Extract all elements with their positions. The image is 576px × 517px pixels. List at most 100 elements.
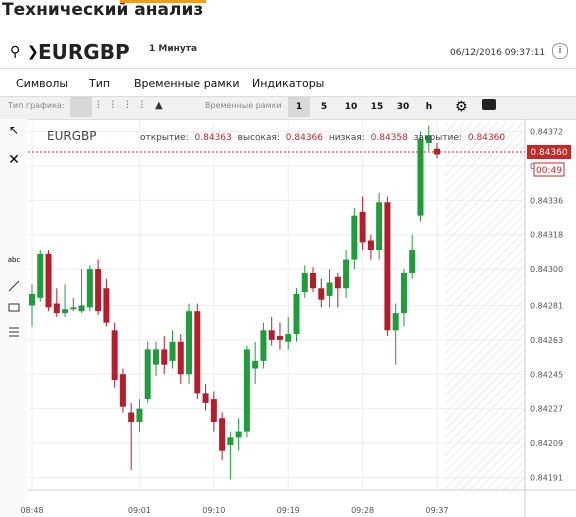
- legend-label: низкая:: [329, 133, 365, 143]
- candle-body: [62, 309, 69, 314]
- candle-body: [111, 330, 118, 380]
- y-tick-label: 0.84227: [530, 405, 563, 414]
- rect-tool[interactable]: [8, 303, 20, 312]
- tool-column: [0, 119, 28, 517]
- candle-body: [177, 341, 184, 375]
- menu-item[interactable]: Тип: [89, 77, 111, 90]
- x-tick-label: 09:01: [128, 506, 151, 515]
- candle-body: [268, 330, 275, 340]
- candle-body: [310, 272, 317, 289]
- legend-values: открытие: 0.84363 высокая: 0.84366 низка…: [140, 133, 505, 143]
- candle-body: [169, 341, 176, 361]
- candle-body: [202, 393, 209, 403]
- symbol[interactable]: EURGBP: [38, 40, 130, 64]
- page-title: Технический анализ: [2, 0, 204, 20]
- candle-body: [186, 311, 193, 375]
- menu-item[interactable]: Временные рамки: [134, 77, 240, 90]
- candle-body: [334, 276, 341, 289]
- candle-body: [359, 211, 366, 243]
- candle-body: [384, 202, 391, 331]
- legend-symbol: EURGBP: [47, 129, 96, 143]
- candle-body: [95, 269, 102, 312]
- candle-body: [417, 139, 424, 216]
- x-tick-label: 09:28: [351, 506, 374, 515]
- price-tag-text: 0.84360: [530, 148, 567, 158]
- camera-button[interactable]: [482, 99, 496, 110]
- y-tick-label: 0.84372: [530, 128, 563, 137]
- chart-type-icons[interactable]: ⫶⫶⫶⫶▲: [97, 100, 175, 111]
- candle-body: [119, 374, 126, 407]
- candle-body: [276, 336, 283, 340]
- candle-body: [252, 360, 259, 369]
- candle-body: [301, 272, 308, 293]
- candle-body: [343, 259, 350, 289]
- y-tick-label: 0.84318: [530, 231, 563, 240]
- candle-body: [243, 349, 250, 432]
- timeframe-button[interactable]: 15: [370, 102, 384, 112]
- legend-label: открытие:: [140, 133, 189, 143]
- future-area: [445, 122, 525, 490]
- line-tool[interactable]: [8, 280, 20, 292]
- candle-body: [161, 349, 168, 365]
- candle-body: [128, 412, 135, 423]
- y-tick-label: 0.84191: [530, 473, 563, 482]
- candle-body: [400, 272, 407, 314]
- search-icon[interactable]: ⚲: [10, 44, 21, 60]
- candle-body: [219, 418, 226, 451]
- candle-body: [227, 437, 234, 445]
- candle-body: [53, 303, 60, 314]
- candle-body: [293, 293, 300, 335]
- timeframe-button[interactable]: 10: [344, 102, 358, 112]
- menu-item[interactable]: Индикаторы: [252, 77, 325, 90]
- fib-tool[interactable]: [9, 327, 19, 337]
- y-tick-label: 0.84300: [530, 265, 563, 274]
- timeframe: 1 Минута: [149, 44, 198, 54]
- price-tag: [527, 145, 571, 159]
- candle-body: [210, 399, 217, 423]
- text-tool[interactable]: abc: [8, 256, 21, 264]
- candle-body: [392, 313, 399, 331]
- x-tick-label: 09:10: [202, 506, 225, 515]
- candle-body: [260, 330, 267, 361]
- candle-body: [78, 305, 85, 312]
- delete-tool[interactable]: ✕: [8, 152, 20, 168]
- accent-bar: [120, 0, 206, 3]
- chart-type-button[interactable]: [70, 97, 92, 117]
- y-tick-label: 0.84209: [530, 439, 563, 448]
- toolbar-label: Временные рамки: [205, 101, 282, 110]
- candle-body: [376, 202, 383, 251]
- cursor-tool[interactable]: ↖: [9, 123, 19, 137]
- candle-body: [285, 334, 292, 342]
- timeframe-button[interactable]: 5: [320, 102, 328, 112]
- legend-label: закрытие:: [414, 133, 462, 143]
- candle-body: [425, 135, 432, 144]
- candle-body: [351, 215, 358, 260]
- candle-body: [86, 269, 93, 308]
- candle-body: [409, 250, 416, 273]
- timeframe-button[interactable]: h: [425, 102, 433, 112]
- info-icon[interactable]: i: [552, 43, 568, 59]
- legend-value: 0.84360: [468, 133, 505, 143]
- candle-body: [37, 253, 44, 298]
- chart: ↖ ✕ abc 0.84191 0.84209 0.84227 0.84245 0.84…: [0, 119, 576, 517]
- legend-value: 0.84363: [195, 133, 232, 143]
- candle-body: [144, 349, 151, 400]
- x-tick-label: 09:37: [425, 506, 448, 515]
- legend-label: высокая:: [238, 133, 280, 143]
- menu-item[interactable]: Символы: [16, 77, 69, 90]
- x-tick-label: 09:19: [277, 506, 300, 515]
- datetime: 06/12/2016 09:37:11: [450, 48, 546, 58]
- y-tick-label: 0.84336: [530, 196, 563, 205]
- candle-body: [70, 307, 77, 310]
- divider: [0, 68, 576, 69]
- candle-body: [194, 311, 201, 394]
- toolbar-label: Тип графика:: [8, 101, 65, 110]
- legend-value: 0.84358: [371, 133, 408, 143]
- timeframe-button[interactable]: 30: [396, 102, 410, 112]
- timeframe-button[interactable]: 1: [288, 97, 310, 117]
- settings-button[interactable]: ⚙: [455, 99, 468, 115]
- candle-body: [103, 288, 110, 323]
- candle-body: [326, 282, 333, 296]
- timer-tag: [533, 162, 565, 177]
